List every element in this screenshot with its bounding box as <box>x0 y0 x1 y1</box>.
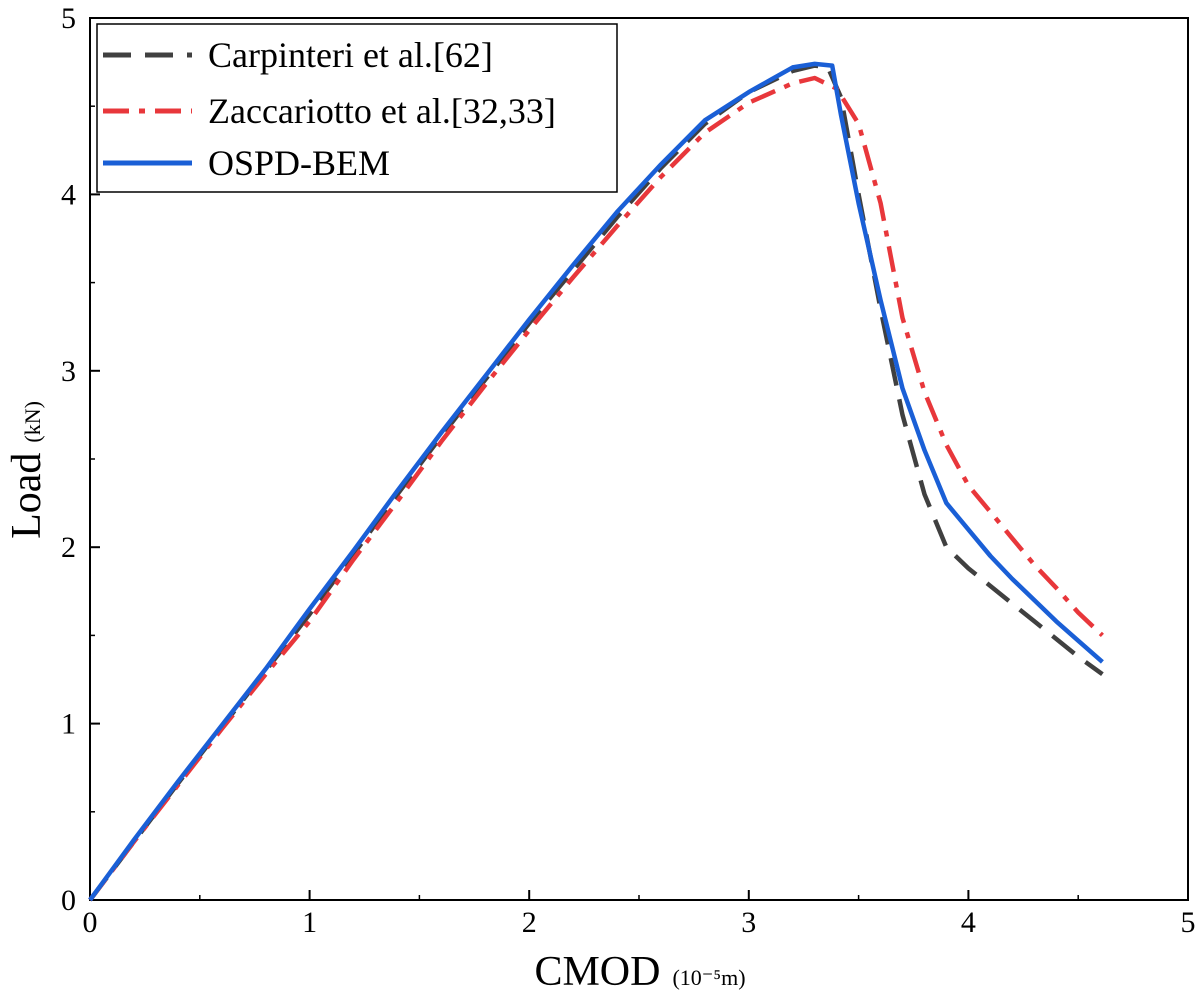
y-axis-ticks: 0 1 2 3 4 5 <box>61 2 100 917</box>
x-tick-label: 2 <box>522 906 537 939</box>
x-axis-label: CMOD (10⁻⁵m) <box>534 949 745 995</box>
x-tick-label: 0 <box>83 906 98 939</box>
y-tick-label: 0 <box>61 884 76 917</box>
y-axis-label-main: Load <box>4 453 50 539</box>
x-axis-ticks: 0 1 2 3 4 5 <box>83 890 1196 939</box>
y-axis-label: Load (kN) <box>4 401 50 539</box>
x-axis-label-main: CMOD <box>534 949 660 995</box>
x-tick-label: 3 <box>741 906 756 939</box>
legend-label-carpinteri: Carpinteri et al.[62] <box>208 35 493 75</box>
x-tick-label: 1 <box>302 906 317 939</box>
legend: Carpinteri et al.[62] Zaccariotto et al.… <box>96 23 618 193</box>
y-tick-label: 1 <box>61 708 76 741</box>
legend-label-zaccariotto: Zaccariotto et al.[32,33] <box>208 91 556 131</box>
y-tick-label: 2 <box>61 531 76 564</box>
y-tick-label: 5 <box>61 2 76 35</box>
series-zaccariotto <box>88 75 1104 902</box>
y-tick-label: 3 <box>61 355 76 388</box>
x-tick-label: 5 <box>1181 906 1196 939</box>
x-axis-label-unit: (10⁻⁵m) <box>672 965 745 990</box>
series-layer <box>88 61 1104 902</box>
series-ospd-bem <box>88 61 1104 902</box>
x-tick-label: 4 <box>961 906 976 939</box>
legend-label-ospd-bem: OSPD-BEM <box>208 143 390 183</box>
y-axis-label-unit: (kN) <box>20 401 45 443</box>
y-tick-label: 4 <box>61 178 76 211</box>
